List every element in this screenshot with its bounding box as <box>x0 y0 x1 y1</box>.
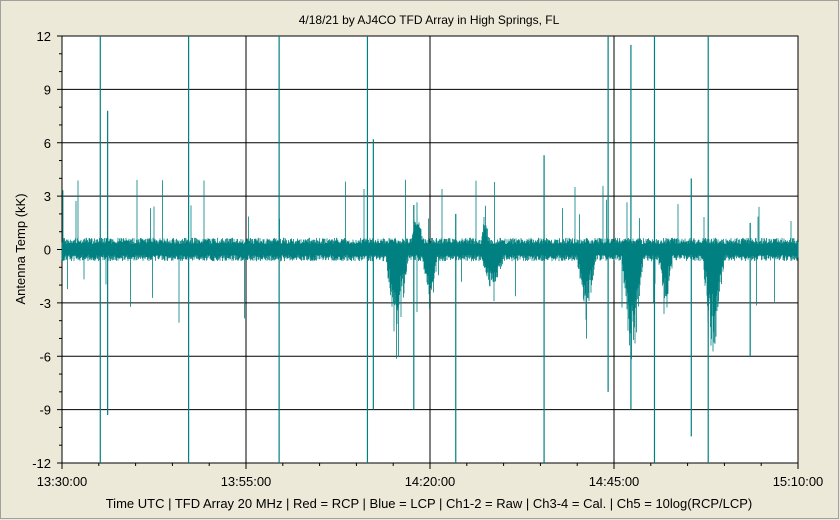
y-tick-label: 6 <box>44 136 51 151</box>
y-tick-label: 0 <box>44 243 51 258</box>
y-tick-label: 9 <box>44 82 51 97</box>
y-tick-label: 3 <box>44 189 51 204</box>
x-tick-label: 13:55:00 <box>221 474 272 489</box>
y-tick-label: -3 <box>39 296 51 311</box>
y-tick-label: -9 <box>39 403 51 418</box>
y-tick-labels: 12 9 6 3 0 -3 -6 -9 -12 <box>32 29 51 471</box>
x-tick-label: 15:10:00 <box>773 474 824 489</box>
x-tick-labels: 13:30:00 13:55:00 14:20:00 14:45:00 15:10:00 <box>37 474 824 489</box>
series-noise-trace <box>61 179 799 360</box>
y-tick-label: -6 <box>39 349 51 364</box>
chart-title: 4/18/21 by AJ4CO TFD Array in High Sprin… <box>299 13 560 27</box>
axes <box>57 35 799 469</box>
y-axis-label: Antenna Temp (kK) <box>13 193 28 304</box>
x-axis-label: Time UTC | TFD Array 20 MHz | Red = RCP … <box>106 496 753 511</box>
x-tick-label: 14:45:00 <box>589 474 640 489</box>
y-tick-label: -12 <box>32 456 51 471</box>
y-tick-label: 12 <box>37 29 51 44</box>
x-tick-label: 13:30:00 <box>37 474 88 489</box>
x-tick-label: 14:20:00 <box>405 474 456 489</box>
series-trace <box>61 36 799 463</box>
